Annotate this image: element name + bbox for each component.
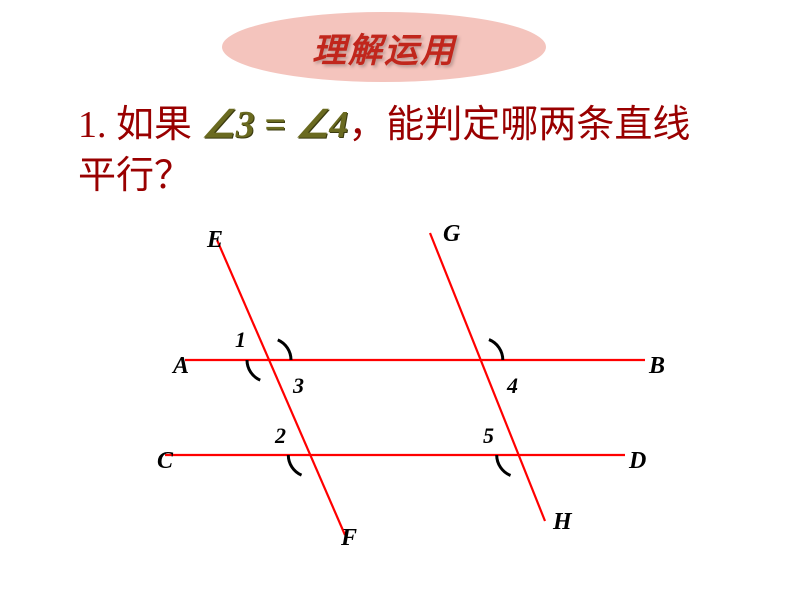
line-EF bbox=[217, 240, 345, 535]
banner: 理解运用 bbox=[222, 12, 546, 82]
point-label-A: A bbox=[171, 353, 189, 379]
point-label-B: B bbox=[648, 353, 665, 379]
line-GH bbox=[430, 233, 545, 521]
point-label-D: D bbox=[628, 448, 646, 474]
question-formula: ∠3 = ∠4 bbox=[202, 104, 349, 146]
labels-group: 1 32 45 E G A B C D F H bbox=[157, 221, 665, 551]
point-label-F: F bbox=[340, 525, 357, 551]
angle-arc-5 bbox=[497, 455, 511, 475]
point-label-E: E bbox=[206, 227, 223, 253]
diagram-svg: 13245EGABCDFH bbox=[145, 225, 665, 575]
angle-label-4: 4 bbox=[506, 373, 518, 398]
point-label-G: G bbox=[443, 221, 461, 247]
angle-arc-1 bbox=[247, 360, 260, 380]
question-text: 1. 如果 ∠3 = ∠4，能判定哪两条直线平行？ bbox=[78, 100, 718, 203]
angle-arc-4 bbox=[489, 340, 503, 360]
angle-label-5: 5 bbox=[483, 423, 494, 448]
point-label-H: H bbox=[552, 509, 573, 535]
banner-title: 理解运用 bbox=[312, 23, 456, 72]
point-label-C: C bbox=[157, 448, 174, 474]
lines-group bbox=[165, 233, 645, 535]
angle-arc-2 bbox=[288, 455, 301, 475]
angle-label-3: 3 bbox=[292, 373, 304, 398]
angle-arc-3 bbox=[278, 340, 291, 360]
geometry-diagram: 13245EGABCDFH bbox=[145, 225, 665, 575]
angle-label-1: 1 bbox=[235, 327, 246, 352]
question-prefix: 1. 如果 bbox=[78, 104, 202, 146]
angle-label-2: 2 bbox=[274, 423, 286, 448]
